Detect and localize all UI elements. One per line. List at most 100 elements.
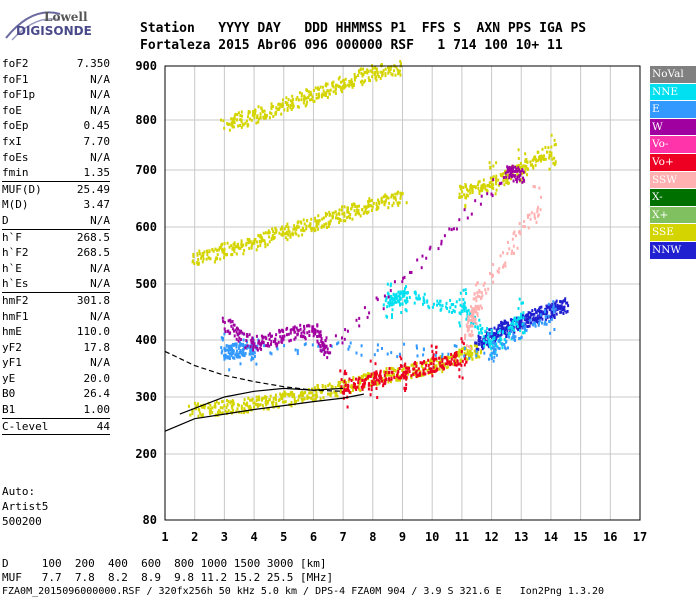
echo-point [370,384,373,388]
echo-point [525,165,528,168]
echo-point [301,390,304,394]
echo-point [392,196,395,200]
echo-point [528,317,530,321]
echo-point [515,325,518,329]
polarization-legend: NoVal NNE E W Vo- Vo+ SSW X- X+ SSE NNW [650,66,696,260]
echo-point [341,380,344,384]
echo-point [464,333,467,337]
echo-point [363,306,366,310]
echo-point [367,375,370,378]
echo-point [221,242,224,246]
echo-point [537,159,540,162]
param-value: 1.00 [83,403,111,417]
echo-point [394,300,396,304]
echo-point [289,338,292,342]
echo-point [191,412,194,416]
echo-point [237,346,240,350]
plot-frame [164,65,641,521]
echo-point [524,325,527,328]
echo-point [369,204,372,208]
echo-point [346,383,349,387]
echo-point [316,329,319,333]
echo-point [396,190,399,194]
echo-point [299,327,302,331]
echo-point [376,71,379,74]
echo-point [517,166,520,170]
echo-point [300,94,303,98]
echo-point [489,176,492,180]
auto-label: Auto: [2,485,36,498]
echo-point [248,344,251,348]
echo-point [308,334,311,337]
echo-point [493,326,496,330]
echo-point [380,196,383,200]
echo-point [232,349,235,353]
echo-point [419,361,422,365]
echo-point [535,310,538,314]
echo-point [535,320,538,324]
echo-point [420,364,423,368]
echo-point [322,348,325,351]
echo-point [211,411,214,414]
echo-point [492,263,495,267]
autoscaling-info: Auto: Artist5 500200 [2,484,48,529]
echo-point [247,396,250,400]
echo-point [475,299,478,303]
echo-point [364,79,367,83]
echo-point [230,253,233,257]
echo-point [364,70,367,74]
echo-point [442,367,445,371]
echo-point [314,331,317,335]
y-tick-label: 200 [135,447,157,461]
echo-point [276,347,279,351]
echo-point [304,342,307,346]
echo-point [325,226,328,229]
echo-point [274,111,277,115]
echo-point [346,329,349,333]
echo-point [322,216,325,220]
echo-point [464,184,467,188]
echo-point [321,217,324,221]
echo-point [275,106,278,110]
param-row: foE N/A [2,103,110,119]
echo-point [384,380,387,384]
echo-point [524,170,527,174]
echo-point [393,376,396,380]
echo-point [300,221,303,225]
echo-point [485,291,488,295]
echo-point [225,253,228,257]
echo-point [200,254,203,258]
echo-point [350,384,353,388]
echo-point [499,254,502,258]
echo-point [232,242,235,246]
echo-point [362,385,365,389]
echo-point [516,318,519,322]
echo-point [376,73,379,77]
echo-point [501,330,504,334]
echo-point [518,230,520,234]
echo-point [257,120,260,124]
echo-point [300,334,303,338]
param-value: N/A [90,213,110,227]
echo-point [253,355,256,358]
echo-point [448,356,451,360]
echo-point [223,252,226,256]
echo-point [392,201,395,205]
echo-point [207,406,210,410]
echo-point [343,389,346,393]
echo-point [464,203,467,207]
echo-point [506,165,509,169]
echo-point [449,298,452,302]
echo-point [254,111,257,115]
echo-point [376,348,379,352]
echo-point [369,375,372,378]
echo-point [448,227,451,231]
param-row: M(D) 3.47 [2,197,110,213]
echo-point [235,252,238,256]
echo-point [462,302,465,306]
echo-point [281,104,284,108]
echo-point [405,201,408,205]
echo-point [495,174,498,178]
echo-point [488,333,491,337]
echo-point [223,321,226,324]
